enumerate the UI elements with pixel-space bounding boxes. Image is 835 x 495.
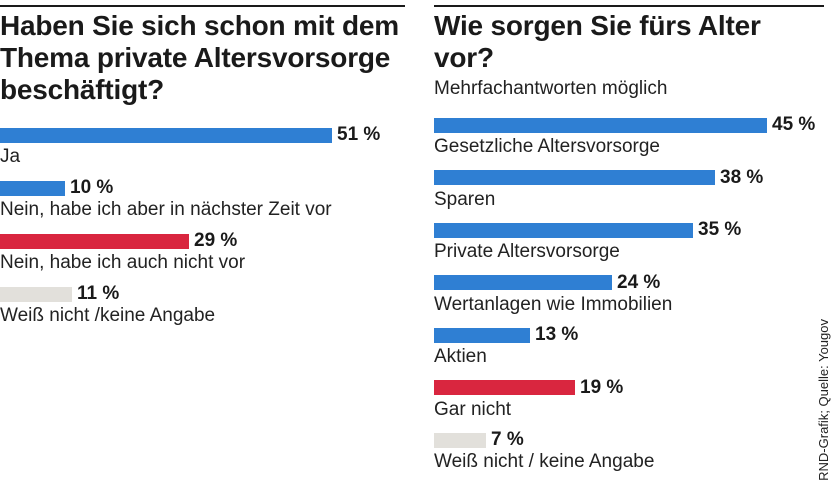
- bar-row: 29 % Nein, habe ich auch nicht vor: [0, 231, 245, 274]
- bar-line: 10 %: [0, 178, 332, 198]
- top-rule: [434, 5, 824, 7]
- bar-row: 10 % Nein, habe ich aber in nächster Zeit…: [0, 178, 332, 221]
- category-label: Private Altersvorsorge: [434, 241, 620, 262]
- bar-line: 24 %: [434, 271, 672, 293]
- bar: [434, 432, 486, 448]
- chart-title: Haben Sie sich schon mit dem Thema priva…: [0, 10, 399, 105]
- category-label: Sparen: [434, 188, 496, 210]
- bar-row: 24 % Wertanlagen wie Immobilien: [434, 271, 673, 316]
- bar: [434, 380, 575, 395]
- bar: [434, 170, 715, 185]
- source-credit: RND-Grafik; Quelle: Yougov: [816, 319, 831, 481]
- bar-line: 51 %: [0, 125, 380, 145]
- category-label: Weiß nicht / keine Angabe: [434, 451, 655, 472]
- bar: [0, 180, 65, 196]
- value-label: 35 %: [698, 219, 742, 240]
- bar-line: 13 %: [434, 325, 578, 345]
- bar-line: 19 %: [434, 376, 624, 398]
- chart-subtitle: Mehrfachantworten möglich: [434, 78, 668, 99]
- bar-line: 45 %: [434, 115, 815, 135]
- category-label: Nein, habe ich auch nicht vor: [0, 252, 246, 273]
- bar-row: 19 % Gar nicht: [434, 376, 624, 421]
- bar-row: 38 % Sparen: [434, 166, 764, 211]
- chart-title: Wie sorgen Sie fürs Alter vor?: [434, 10, 761, 73]
- bar-line: 38 %: [434, 166, 764, 188]
- bar: [434, 117, 767, 133]
- bar-line: 35 %: [434, 220, 741, 240]
- top-rule: [0, 5, 405, 7]
- value-label: 7 %: [491, 429, 524, 450]
- bar-row: 35 % Private Altersvorsorge: [434, 220, 741, 263]
- category-label: Gesetzliche Altersvorsorge: [434, 136, 660, 157]
- value-label: 45 %: [772, 114, 816, 135]
- value-label: 11 %: [77, 283, 120, 304]
- value-label: 51 %: [337, 124, 381, 145]
- bar-line: 7 %: [434, 430, 654, 450]
- category-label: Nein, habe ich aber in nächster Zeit vor: [0, 199, 332, 220]
- category-label: Wertanlagen wie Immobilien: [434, 293, 673, 315]
- value-label: 19 %: [580, 376, 624, 398]
- bar-row: 45 % Gesetzliche Altersvorsorge: [434, 115, 815, 158]
- bar: [434, 327, 530, 343]
- bar: [434, 275, 612, 290]
- bar: [0, 233, 189, 249]
- category-label: Gar nicht: [434, 398, 512, 420]
- bar-row: 51 % Ja: [0, 125, 380, 168]
- value-label: 29 %: [194, 230, 238, 251]
- value-label: 38 %: [720, 166, 764, 188]
- bar-line: 29 %: [0, 231, 245, 251]
- category-label: Weiß nicht /keine Angabe: [0, 305, 216, 326]
- bar: [434, 222, 693, 238]
- category-label: Aktien: [434, 346, 487, 367]
- value-label: 10 %: [70, 177, 114, 198]
- bar: [0, 127, 332, 143]
- value-label: 24 %: [617, 271, 661, 293]
- bar-row: 11 % Weiß nicht /keine Angabe: [0, 284, 215, 327]
- bar-row: 13 % Aktien: [434, 325, 578, 368]
- category-label: Ja: [0, 146, 21, 167]
- bar-line: 11 %: [0, 284, 215, 304]
- value-label: 13 %: [535, 324, 579, 345]
- bar: [0, 286, 72, 302]
- bar-row: 7 % Weiß nicht / keine Angabe: [434, 430, 654, 473]
